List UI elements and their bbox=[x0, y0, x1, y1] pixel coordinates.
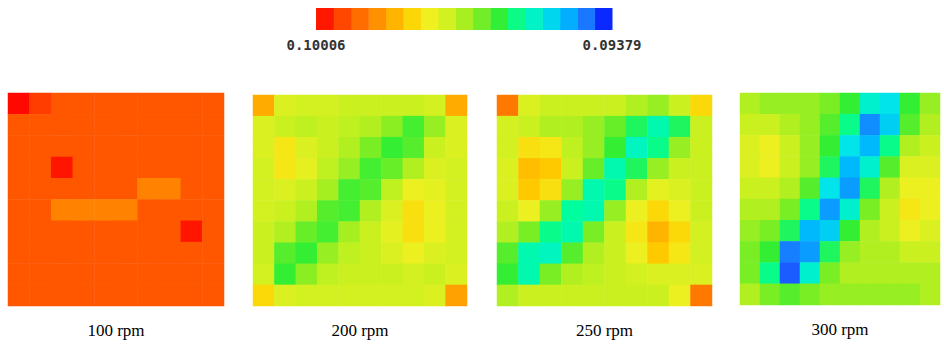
svg-text:100 rpm: 100 rpm bbox=[87, 321, 144, 340]
svg-text:250 rpm: 250 rpm bbox=[576, 321, 633, 340]
svg-text:300 rpm: 300 rpm bbox=[811, 320, 868, 339]
svg-text:200 rpm: 200 rpm bbox=[331, 321, 388, 340]
svg-text:0.10006: 0.10006 bbox=[286, 37, 345, 53]
svg-text:0.09379: 0.09379 bbox=[582, 37, 641, 53]
